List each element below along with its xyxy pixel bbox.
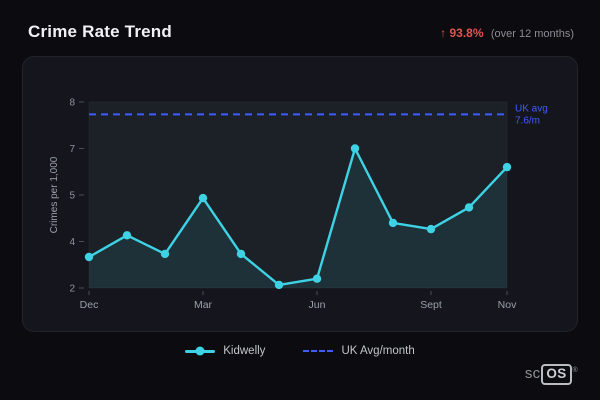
data-point-dec[interactable] [84, 252, 94, 262]
data-point-jan[interactable] [122, 231, 132, 240]
chart-legend: Kidwelly UK Avg/month [0, 345, 600, 357]
logo-prefix: sc [524, 365, 541, 383]
logo-os-box: OS [541, 364, 572, 385]
legend-label-kidwelly: Kidwelly [223, 345, 266, 357]
kidwelly-series-line [87, 147, 509, 287]
trend-caption: (over 12 months) [490, 28, 574, 40]
data-point-jul[interactable] [350, 144, 360, 153]
x-tick-label: Mar [194, 299, 213, 311]
data-point-apr[interactable] [236, 249, 246, 259]
chart-card: 8 7 5 4 2 Dec Mar Jun Sept Nov Crimes per 1,000 UK … [22, 56, 578, 332]
data-point-jun[interactable] [312, 274, 322, 283]
y-axis-title: Crimes per 1,000 [49, 156, 60, 233]
x-tick-label: Nov [498, 299, 517, 311]
data-point-mar[interactable] [198, 193, 208, 203]
scos-logo: sc OS ® [525, 364, 578, 385]
trend-indicator: ↑ 93.8% (over 12 months) [440, 26, 574, 40]
x-tick-label: Sept [420, 299, 442, 311]
data-point-may[interactable] [274, 280, 284, 290]
data-point-aug[interactable] [388, 218, 398, 228]
header: Crime Rate Trend ↑ 93.8% (over 12 months… [0, 0, 600, 42]
y-tick-label: 2 [69, 284, 75, 295]
kidwelly-line-marker [185, 346, 216, 356]
y-tick-label: 4 [69, 237, 75, 248]
logo-registered-mark: ® [572, 367, 578, 375]
plot-area [88, 101, 508, 289]
crime-trend-chart: 8 7 5 4 2 Dec Mar Jun Sept Nov Crimes per 1,000 UK … [49, 98, 548, 312]
kidwelly-dot-marker [195, 346, 205, 356]
legend-item-uk-avg[interactable]: UK Avg/month [303, 345, 415, 357]
x-tick-label: Jun [309, 299, 326, 311]
uk-avg-dashed-marker [303, 350, 334, 352]
data-point-nov[interactable] [502, 162, 512, 172]
uk-avg-label: UK avg 7.6/m [515, 103, 548, 126]
series-area-fill [89, 148, 507, 288]
legend-item-kidwelly[interactable]: Kidwelly [185, 345, 265, 357]
data-point-sep[interactable] [426, 224, 436, 234]
trend-up-arrow-icon: ↑ [440, 26, 447, 40]
trend-percentage: 93.8% [449, 26, 484, 40]
legend-label-uk-avg: UK Avg/month [341, 345, 415, 357]
page-title: Crime Rate Trend [28, 22, 172, 41]
data-point-feb[interactable] [160, 249, 170, 259]
data-point-oct[interactable] [464, 203, 474, 212]
y-tick-label: 7 [69, 144, 75, 155]
y-tick-label: 8 [69, 98, 75, 109]
y-tick-label: 5 [69, 191, 75, 202]
x-tick-label: Dec [80, 299, 99, 311]
